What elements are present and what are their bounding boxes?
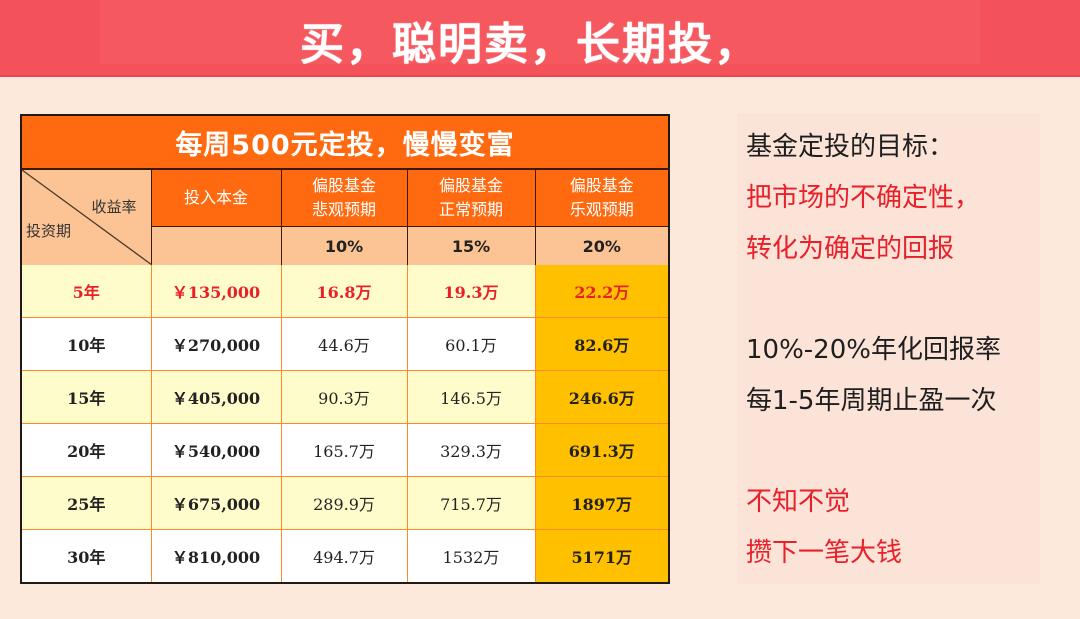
cell-principal: ￥270,000 (151, 317, 282, 371)
goal-line: 把市场的不确定性， (746, 183, 981, 213)
cell-principal: ￥405,000 (151, 370, 282, 424)
cell-optimistic: 82.6万 (535, 317, 669, 371)
return-rate-line: 10%-20%年化回报率 (746, 335, 1001, 365)
header-line: 偏股基金 (438, 176, 503, 195)
rate-pessimistic: 10% (281, 226, 408, 265)
table-row: 20年 ￥540,000 165.7万 329.3万 691.3万 (21, 423, 669, 477)
cell-normal: 1532万 (407, 529, 536, 583)
diagonal-divider (22, 170, 152, 265)
cell-optimistic: 691.3万 (535, 423, 669, 477)
corner-period-label: 投资期 (26, 222, 72, 240)
cell-principal: ￥540,000 (151, 423, 282, 477)
cell-period: 10年 (21, 317, 152, 371)
header-line: 投入本金 (183, 188, 248, 207)
header-optimistic: 偏股基金 乐观预期 (535, 169, 669, 227)
cell-period: 30年 (21, 529, 152, 583)
cell-optimistic: 22.2万 (535, 265, 669, 318)
cell-period: 20年 (21, 423, 152, 477)
cell-pessimistic: 44.6万 (281, 317, 408, 371)
cell-normal: 715.7万 (407, 476, 536, 530)
cell-principal: ￥675,000 (151, 476, 282, 530)
table-row: 5年 ￥135,000 16.8万 19.3万 22.2万 (21, 265, 669, 318)
corner-rate-label: 收益率 (91, 198, 137, 216)
title-banner: 买，聪明卖，长期投， (0, 0, 1080, 77)
header-normal: 偏股基金 正常预期 (407, 169, 536, 227)
table-row: 10年 ￥270,000 44.6万 60.1万 82.6万 (21, 317, 669, 371)
goal-line: 转化为确定的回报 (746, 234, 955, 264)
rate-optimistic: 20% (535, 226, 669, 265)
cell-normal: 60.1万 (407, 317, 536, 371)
header-line: 正常预期 (438, 200, 503, 219)
goal-heading: 基金定投的目标： (746, 132, 955, 162)
table-title: 每周500元定投，慢慢变富 (21, 115, 669, 170)
table-row: 30年 ￥810,000 494.7万 1532万 5171万 (21, 529, 669, 583)
table-row: 15年 ￥405,000 90.3万 146.5万 246.6万 (21, 370, 669, 424)
rate-principal (151, 226, 282, 265)
table-row: 25年 ￥675,000 289.9万 715.7万 1897万 (21, 476, 669, 530)
cell-optimistic: 246.6万 (535, 370, 669, 424)
header-principal: 投入本金 (151, 169, 282, 227)
header-line: 乐观预期 (569, 200, 634, 219)
banner-cropped-area (776, 6, 886, 64)
cell-optimistic: 1897万 (535, 476, 669, 530)
cell-pessimistic: 165.7万 (281, 423, 408, 477)
header-pessimistic: 偏股基金 悲观预期 (281, 169, 408, 227)
cell-normal: 146.5万 (407, 370, 536, 424)
cell-principal: ￥135,000 (151, 265, 282, 318)
take-profit-line: 每1-5年周期止盈一次 (746, 386, 997, 416)
rate-normal: 15% (407, 226, 536, 265)
header-line: 偏股基金 (311, 176, 376, 195)
cell-pessimistic: 16.8万 (281, 265, 408, 318)
header-line: 悲观预期 (311, 200, 376, 219)
cell-period: 5年 (21, 265, 152, 318)
cell-pessimistic: 289.9万 (281, 476, 408, 530)
conclusion-line: 不知不觉 (746, 487, 851, 517)
goal-panel: 基金定投的目标： 把市场的不确定性， 转化为确定的回报 10%-20%年化回报率… (737, 113, 1040, 584)
investment-table: 每周500元定投，慢慢变富 收益率 投资期 投入本金 偏股基金 悲观预期 偏股基… (20, 114, 670, 584)
banner-title: 买，聪明卖，长期投， (300, 19, 760, 70)
cell-pessimistic: 494.7万 (281, 529, 408, 583)
cell-normal: 19.3万 (407, 265, 536, 318)
header-line: 偏股基金 (569, 176, 634, 195)
cell-pessimistic: 90.3万 (281, 370, 408, 424)
conclusion-line: 攒下一笔大钱 (746, 538, 903, 568)
cell-period: 25年 (21, 476, 152, 530)
cell-optimistic: 5171万 (535, 529, 669, 583)
cell-principal: ￥810,000 (151, 529, 282, 583)
cell-normal: 329.3万 (407, 423, 536, 477)
corner-header: 收益率 投资期 (21, 169, 152, 265)
cell-period: 15年 (21, 370, 152, 424)
